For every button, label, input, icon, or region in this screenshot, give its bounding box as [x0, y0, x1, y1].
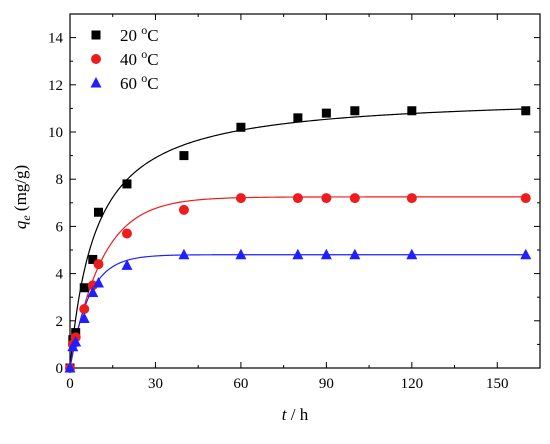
data-point [320, 248, 332, 260]
legend-label-value: 40 [120, 50, 141, 69]
data-point [520, 248, 532, 260]
series-0 [65, 106, 531, 373]
data-point [121, 259, 133, 270]
fit-curve-1 [69, 196, 526, 369]
data-point [321, 193, 332, 204]
legend-label-2: 60 oC [120, 71, 159, 93]
y-tick-label: 2 [56, 314, 64, 330]
y-axis-label: qe (mg/g) [11, 165, 33, 229]
x-tick-label: 150 [486, 376, 509, 392]
legend-marker-1 [91, 54, 101, 64]
x-axis-label: t / h [282, 405, 309, 424]
plot-frame [69, 13, 541, 369]
data-point [406, 248, 418, 260]
x-tick-label: 60 [233, 376, 248, 392]
data-point [88, 254, 98, 264]
y-tick-label: 12 [48, 78, 63, 94]
legend-label-degree: o [141, 23, 147, 37]
data-point [122, 179, 132, 189]
data-point [87, 280, 98, 291]
data-point [350, 106, 360, 116]
data-point [79, 283, 89, 293]
legend-label-degree: o [141, 47, 147, 61]
data-point [93, 207, 103, 217]
data-point [235, 248, 247, 260]
legend-label-value: 20 [120, 26, 141, 45]
legend-marker-0 [91, 30, 101, 40]
data-point [87, 286, 99, 297]
data-point [92, 277, 104, 288]
data-point [236, 122, 246, 132]
x-tick-label: 120 [401, 376, 424, 392]
y-tick-label: 4 [56, 267, 64, 283]
y-tick-label: 0 [56, 361, 64, 377]
data-point [293, 113, 303, 123]
data-point [349, 193, 360, 204]
data-point [70, 336, 82, 347]
data-point [292, 193, 303, 204]
y-axis-label-unit: (mg/g) [11, 165, 30, 216]
x-axis-label-var: t [282, 405, 288, 424]
legend-label-value: 60 [120, 74, 141, 93]
data-point [178, 248, 190, 260]
data-point [349, 248, 361, 260]
legend-label-unit: C [147, 50, 158, 69]
y-tick-label: 10 [48, 125, 63, 141]
legend-marker-2 [90, 77, 102, 88]
series-2 [64, 248, 532, 373]
y-axis-label-subscript: e [19, 215, 33, 221]
fit-curve-2 [69, 254, 526, 369]
x-tick-label: 0 [66, 376, 74, 392]
data-point [321, 108, 331, 118]
data-point [121, 228, 132, 239]
x-tick-label: 30 [148, 376, 163, 392]
y-tick-label: 6 [56, 219, 64, 235]
legend-label-unit: C [147, 26, 158, 45]
legend-label-1: 40 oC [120, 47, 159, 69]
x-tick-label: 90 [319, 376, 334, 392]
data-point [79, 304, 90, 314]
data-point [520, 193, 531, 204]
data-point [407, 106, 417, 116]
data-point [93, 259, 104, 270]
y-tick-label: 8 [56, 172, 64, 188]
legend-label-unit: C [147, 74, 158, 93]
legend-label-0: 20 oC [120, 23, 159, 45]
data-point [64, 362, 76, 373]
y-tick-label: 14 [48, 31, 64, 47]
data-point [178, 204, 189, 215]
fit-curve-0 [69, 108, 526, 369]
data-point [235, 193, 246, 204]
legend-label-degree: o [141, 71, 147, 85]
x-axis-label-unit: / h [287, 405, 309, 424]
data-point [292, 248, 304, 260]
data-point [78, 312, 90, 323]
data-point [179, 151, 189, 161]
y-axis-label-var: q [11, 220, 30, 229]
data-point [521, 106, 531, 116]
data-point [406, 193, 417, 204]
series-1 [65, 193, 531, 373]
